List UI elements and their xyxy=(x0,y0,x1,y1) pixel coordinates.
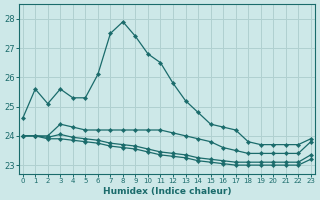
X-axis label: Humidex (Indice chaleur): Humidex (Indice chaleur) xyxy=(102,187,231,196)
